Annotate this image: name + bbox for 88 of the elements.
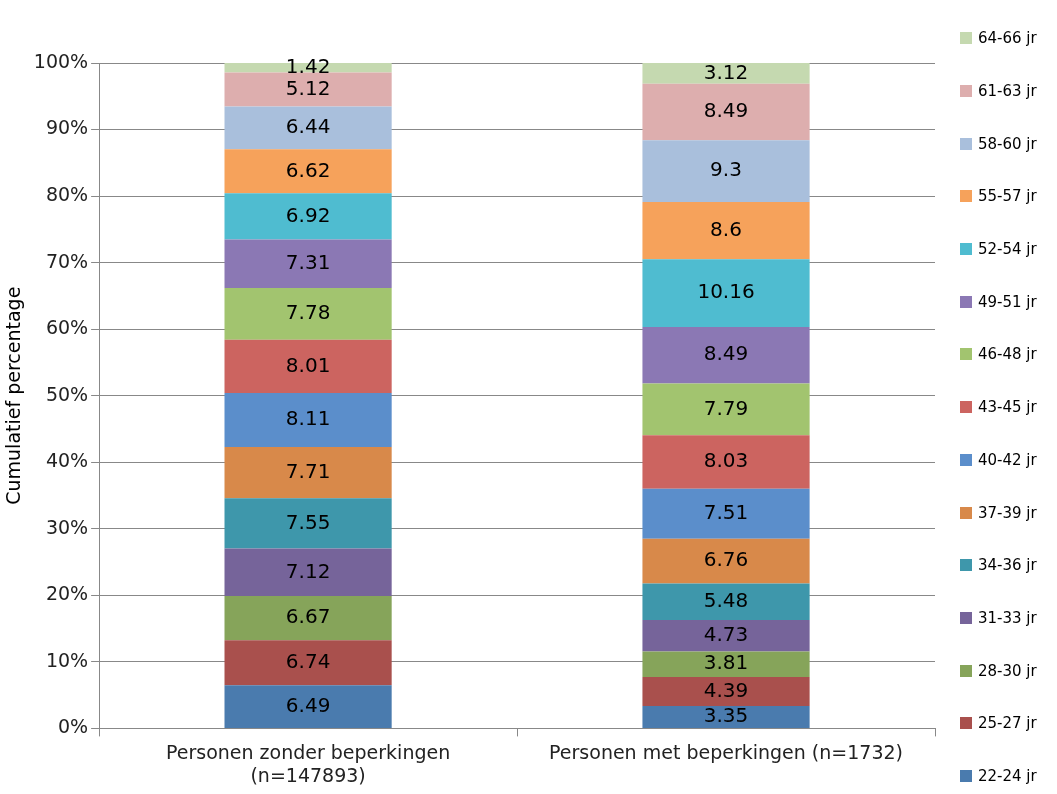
bar: [224, 498, 392, 549]
legend-label: 40-42 jr: [978, 450, 1037, 469]
bar: [642, 202, 810, 260]
bar: [224, 447, 392, 499]
data-label: 3.12: [703, 59, 749, 84]
bar: [642, 651, 810, 677]
data-label: 6.92: [285, 202, 331, 227]
bar: [224, 149, 392, 194]
bar: [642, 435, 810, 489]
data-label: 6.44: [285, 114, 331, 139]
bar: [224, 193, 392, 240]
x-tick-label: Personen met beperkingen (n=1732): [549, 740, 903, 763]
y-tick-label: 70%: [45, 249, 89, 272]
bar: [642, 140, 810, 203]
legend-label: 34-36 jr: [978, 556, 1037, 575]
data-label: 7.71: [285, 458, 331, 483]
legend-label: 58-60 jr: [978, 134, 1037, 153]
data-label: 5.12: [285, 75, 331, 100]
legend-label: 52-54 jr: [978, 240, 1037, 259]
data-label: 3.81: [703, 650, 749, 675]
bar: [642, 383, 810, 436]
legend-label: 28-30 jr: [978, 661, 1037, 680]
bar: [642, 583, 810, 621]
data-label: 8.49: [703, 341, 749, 366]
bar: [224, 72, 392, 107]
legend-label: 61-63 jr: [978, 82, 1037, 101]
bar: [224, 640, 392, 686]
bar: [642, 83, 810, 141]
bar: [224, 548, 392, 596]
legend-label: 46-48 jr: [978, 345, 1037, 364]
legend-label: 49-51 jr: [978, 292, 1037, 311]
data-label: 7.51: [703, 499, 749, 524]
data-label: 4.73: [703, 622, 749, 647]
bar: [224, 339, 392, 394]
data-label: 8.49: [703, 98, 749, 123]
data-label: 7.79: [703, 395, 749, 420]
data-label: 6.74: [285, 648, 331, 673]
bar: [642, 706, 810, 728]
y-tick-label: 0%: [57, 715, 89, 738]
data-label: 10.16: [697, 279, 755, 304]
y-tick-label: 20%: [45, 582, 89, 605]
bar: [642, 326, 810, 384]
data-label: 6.49: [285, 692, 331, 717]
y-tick-label: 80%: [45, 183, 89, 206]
bar: [224, 288, 392, 340]
bar: [224, 239, 392, 289]
legend-label: 37-39 jr: [978, 503, 1037, 522]
y-tick-label: 40%: [45, 449, 89, 472]
bar: [224, 106, 392, 150]
data-label: 8.6: [710, 216, 742, 241]
data-label: 8.11: [285, 406, 331, 431]
legend-label: 55-57 jr: [978, 187, 1037, 206]
bar: [642, 620, 810, 652]
legend-label: 31-33 jr: [978, 608, 1037, 627]
bar: [642, 259, 810, 327]
legend-label: 64-66 jr: [978, 29, 1037, 48]
bar: [224, 393, 392, 448]
x-tick-label: Personen zonder beperkingen (n=147893): [165, 740, 451, 786]
bar: [642, 676, 810, 707]
bar: [642, 488, 810, 539]
data-label: 7.12: [285, 558, 331, 583]
legend-label: 43-45 jr: [978, 398, 1037, 417]
data-label: 7.55: [285, 509, 331, 534]
data-label: 8.01: [285, 352, 331, 377]
data-label: 3.35: [703, 703, 749, 728]
legend-label: 22-24 jr: [978, 766, 1037, 785]
data-label: 7.78: [285, 300, 331, 325]
bar: [224, 685, 392, 728]
y-axis-title: Cumulatief percentage: [2, 286, 25, 505]
y-tick-label: 100%: [33, 49, 89, 72]
data-label: 6.76: [703, 547, 749, 572]
data-label: 4.39: [703, 677, 749, 702]
bar: [642, 538, 810, 584]
legend-label: 25-27 jr: [978, 714, 1037, 733]
y-tick-label: 50%: [45, 382, 89, 405]
data-label: 6.67: [285, 604, 331, 629]
bar: [224, 595, 392, 641]
data-label: 8.03: [703, 448, 749, 473]
data-label: 6.62: [285, 157, 331, 182]
bar: [642, 63, 810, 84]
data-label: 9.3: [710, 157, 742, 182]
y-tick-label: 10%: [45, 648, 89, 671]
y-tick-label: 90%: [45, 116, 89, 139]
y-tick-label: 30%: [45, 515, 89, 538]
data-label: 7.31: [285, 249, 331, 274]
data-label: 5.48: [703, 588, 749, 613]
data-label: 1.42: [285, 53, 331, 78]
y-tick-label: 60%: [45, 316, 89, 339]
